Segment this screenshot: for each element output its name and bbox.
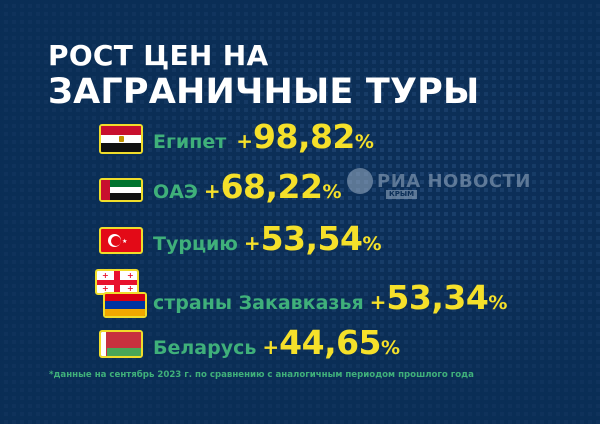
country-label: страны Закавказья [153,292,364,314]
title-line-2: ЗАГРАНИЧНЫЕ ТУРЫ [48,72,480,112]
list-item-turkey: Турцию + 53,54 % [153,219,382,258]
percent-sign: % [488,292,508,314]
list-item-belarus: Беларусь + 44,65 % [153,323,400,362]
plus-sign: + [262,335,280,359]
list-item-transcaucasia: страны Закавказья + 53,34 % [153,278,507,317]
footnote: *данные на сентябрь 2023 г. по сравнению… [49,370,474,380]
title-line-1: РОСТ ЦЕН НА [48,39,269,72]
list-item-uae: ОАЭ + 68,22 % [153,167,342,206]
ria-globe-icon [347,168,373,194]
page-title: РОСТ ЦЕН НА ЗАГРАНИЧНЫЕ ТУРЫ [48,42,480,110]
percent-sign: % [362,233,382,255]
growth-value: 53,54 [260,219,363,258]
growth-value: 98,82 [253,117,355,156]
georgia-flag-icon: + + + + [95,269,139,295]
ria-novosti-watermark: РИА НОВОСТИ КРЫМ [347,168,531,199]
percent-sign: % [381,337,401,359]
turkey-flag-icon: ★ [99,227,143,254]
country-label: Египет [153,131,227,153]
growth-value: 44,65 [279,323,382,362]
plus-sign: + [369,290,387,314]
uae-flag-icon [99,178,143,202]
growth-value: 68,22 [220,167,323,206]
plus-sign: + [236,129,254,153]
country-label: Беларусь [153,337,257,359]
egypt-flag-icon [99,124,143,154]
watermark-text: РИА НОВОСТИ [377,170,531,192]
list-item-egypt: Египет + 98,82 % [153,117,374,156]
country-label: ОАЭ [153,181,198,203]
belarus-flag-icon [99,330,143,358]
plus-sign: + [243,231,261,255]
growth-value: 53,34 [386,278,489,317]
armenia-flag-icon [103,292,147,318]
plus-sign: + [203,179,221,203]
watermark-subtext: КРЫМ [386,190,418,199]
country-label: Турцию [153,233,238,255]
percent-sign: % [322,181,342,203]
percent-sign: % [354,131,374,153]
